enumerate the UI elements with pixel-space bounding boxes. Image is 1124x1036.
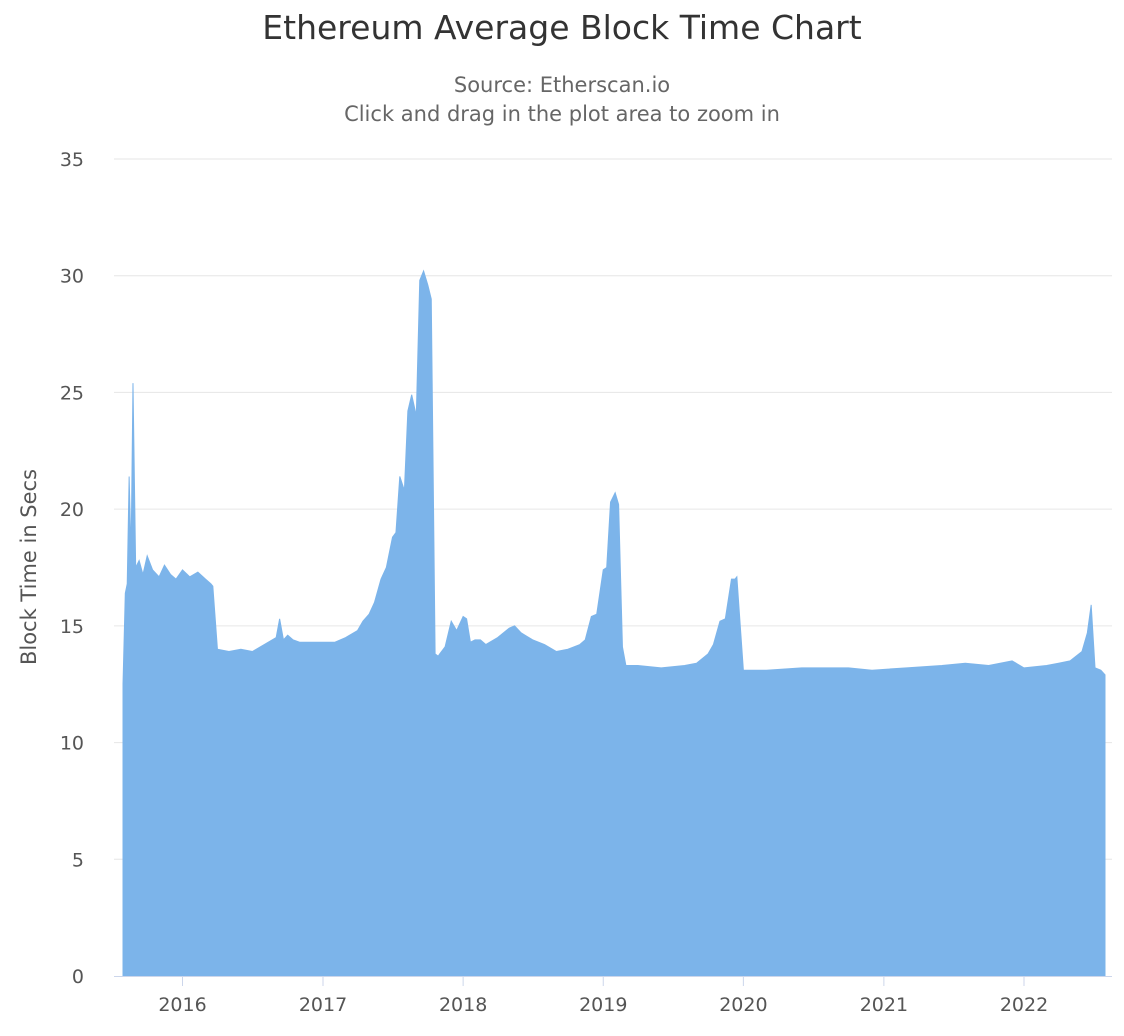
y-tick-label: 30 [60,266,84,288]
x-tick-label: 2022 [1000,994,1048,1016]
y-tick-label: 25 [60,382,84,404]
x-tick-label: 2017 [299,994,347,1016]
y-tick-label: 15 [60,616,84,638]
x-tick-label: 2020 [719,994,767,1016]
chart-title: Ethereum Average Block Time Chart [262,8,862,47]
x-tick-label: 2016 [158,994,206,1016]
y-tick-label: 10 [60,733,84,755]
y-tick-label: 20 [60,499,84,521]
x-tick-label: 2021 [860,994,908,1016]
x-tick-label: 2018 [439,994,487,1016]
y-tick-label: 0 [72,966,84,988]
y-tick-label: 5 [72,849,84,871]
y-tick-label: 35 [60,149,84,171]
chart-subtitle-hint: Click and drag in the plot area to zoom … [344,102,780,126]
chart-subtitle-source: Source: Etherscan.io [453,73,671,97]
x-tick-label: 2019 [579,994,627,1016]
series-area [122,269,1106,977]
y-axis-label: Block Time in Secs [17,469,41,665]
